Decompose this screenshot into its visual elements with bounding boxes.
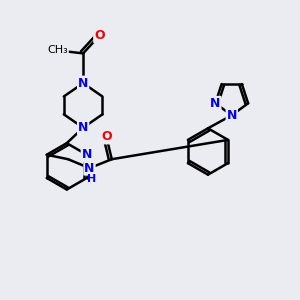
- Text: N: N: [78, 121, 88, 134]
- Text: N: N: [210, 97, 220, 110]
- Text: O: O: [101, 130, 112, 143]
- Text: N: N: [84, 162, 95, 175]
- Text: N: N: [82, 148, 92, 161]
- Text: H: H: [87, 173, 97, 184]
- Text: O: O: [94, 29, 105, 42]
- Text: CH₃: CH₃: [47, 45, 68, 56]
- Text: N: N: [226, 109, 237, 122]
- Text: N: N: [78, 76, 88, 90]
